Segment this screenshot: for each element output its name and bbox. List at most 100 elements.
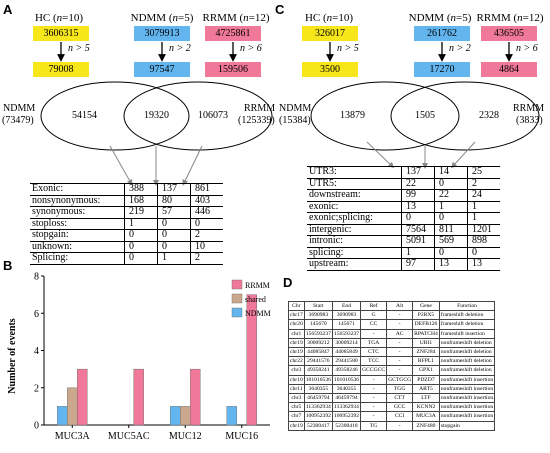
x-tick-label: MUC3A — [55, 431, 91, 442]
bar-ndmm-muc3a — [57, 406, 68, 426]
events-bar-chart: 0 2 4 6 8 MUC3A MUC5AC MUC12 MUC16 RRMM shared NDM… — [7, 272, 271, 443]
table-row: exonic;splicing: 0 0 1 — [307, 212, 500, 225]
row-label: UTR5: — [307, 178, 402, 190]
hc-result-box: 79008 — [33, 62, 89, 77]
row-label: exonic;splicing: — [307, 212, 402, 225]
table-cell: 403 — [190, 195, 223, 207]
table-cell: 101010536 — [303, 374, 333, 385]
table-row: upstream: 97 13 13 — [307, 258, 500, 271]
table-cell: chr3 — [288, 365, 305, 376]
x-tick-label: MUC5AC — [108, 431, 150, 442]
table-cell: TGA — [360, 337, 388, 349]
table-cell: nonframeshift insertion — [438, 402, 496, 413]
table-cell: 0 — [124, 252, 158, 265]
column-header: Ref — [360, 300, 388, 312]
table-cell: KCNN2 — [412, 402, 440, 413]
ndmm-result-box: 97547 — [134, 62, 190, 77]
table-cell: 1 — [124, 218, 158, 230]
venn-left-only-c: 13879 — [340, 110, 365, 121]
table-cell: 861 — [190, 183, 223, 196]
row-label: Exonic: — [30, 183, 125, 196]
table-cell: 80 — [157, 195, 191, 207]
table-cell: nonframeshift insertion — [438, 411, 496, 422]
table-cell: 0 — [434, 212, 468, 225]
rrmm-result-box: 159506 — [205, 62, 261, 77]
table-cell: 30009214 — [331, 337, 362, 349]
table-cell: nonframeshift deletion — [438, 337, 496, 349]
table-row: downstream: 99 22 24 — [307, 189, 500, 202]
table-cell: 219 — [124, 206, 158, 219]
hc-count-box: 3606315 — [33, 26, 89, 41]
table-cell: 2 — [190, 252, 223, 265]
table-cell: chr7 — [288, 411, 305, 422]
table-cell: ZNF284 — [412, 347, 440, 358]
left-only-arrow-c — [366, 141, 395, 169]
panel-label-b: B — [3, 258, 13, 273]
table-cell: - — [386, 319, 414, 330]
table-cell: 100952392 — [331, 411, 362, 422]
table-cell: - — [360, 328, 388, 339]
table-cell: 3640355 — [331, 383, 362, 395]
table-cell: 1 — [401, 247, 435, 259]
hc-filter-label: n > 5 — [68, 43, 90, 54]
column-header: Gene — [412, 300, 440, 312]
venn-right-name: RRMM — [244, 103, 276, 114]
table-cell: URI1 — [412, 337, 440, 349]
table-cell: 1 — [434, 201, 468, 213]
y-tick-label: 8 — [34, 272, 39, 283]
table-cell: RPATCH4 — [412, 328, 440, 339]
table-cell: - — [360, 402, 388, 413]
venn-shared-c: 1505 — [415, 110, 435, 121]
rrmm-venn-circle-c — [390, 81, 540, 151]
table-cell: CTC — [360, 347, 388, 358]
hc-filter-label-c: n > 5 — [337, 43, 359, 54]
legend-label-rrmm: RRMM — [245, 281, 270, 290]
hc-count-box-c: 326017 — [302, 26, 358, 41]
venn-shared: 19320 — [144, 110, 169, 121]
table-cell: frameshift insertion — [438, 328, 496, 339]
panel-label-d: D — [283, 275, 293, 290]
rrmm-result-box-c: 4864 — [481, 62, 537, 77]
table-cell: 49358241 — [303, 365, 333, 376]
table-cell: RFPL1 — [412, 356, 440, 367]
table-cell: 10 — [190, 241, 223, 253]
column-header: Function — [438, 300, 496, 312]
table-cell: 0 — [190, 218, 223, 230]
table-cell: 145670 — [303, 319, 333, 330]
group-header-rrmm: RRMM (n=12) — [202, 12, 270, 24]
table-cell: 388 — [124, 183, 158, 196]
row-label: unknown: — [30, 241, 125, 253]
table-cell: 0 — [124, 229, 158, 242]
table-row: intronic: 5091 569 898 — [307, 235, 500, 248]
chart-bars — [57, 294, 257, 426]
table-cell: 14 — [434, 166, 468, 179]
table-row: stoploss: 1 0 0 — [30, 218, 223, 230]
table-cell: 156593237 — [331, 328, 362, 339]
table-cell: 0 — [467, 247, 500, 259]
table-cell: 168 — [124, 195, 158, 207]
table-cell: 3640355 — [303, 383, 333, 395]
venn-left-total: (73479) — [2, 115, 34, 126]
table-row: synonymous: 219 57 446 — [30, 206, 223, 219]
table-cell: 2 — [467, 178, 500, 190]
table-cell: 0 — [401, 212, 435, 225]
table-cell: 101010536 — [331, 374, 362, 385]
table-cell: 1201 — [467, 224, 500, 236]
row-label: exonic: — [307, 201, 402, 213]
table-cell: 898 — [467, 235, 500, 248]
table-row: nonsynonymous: 168 80 403 — [30, 195, 223, 207]
table-cell: DEFB126 — [412, 319, 440, 330]
ndmm-filter-label-c: n > 2 — [449, 43, 471, 54]
ndmm-venn-circle — [40, 81, 190, 151]
table-row: chr20 145670 145671 CC - DEFB126 frameshift de… — [288, 319, 496, 330]
table-cell: chr22 — [288, 356, 305, 367]
venn-right-only: 106073 — [198, 110, 228, 121]
hc-result-box-c: 3500 — [302, 62, 358, 77]
bar-shared-muc3a — [67, 387, 78, 426]
table-row: splicing: 1 0 0 — [307, 247, 500, 259]
table-cell: - — [386, 420, 414, 431]
table-cell: - — [360, 411, 388, 422]
table-cell: CCI — [386, 411, 414, 422]
y-axis-title: Number of events — [7, 318, 18, 393]
group-header-ndmm-c: NDMM (n=5) — [408, 12, 472, 24]
